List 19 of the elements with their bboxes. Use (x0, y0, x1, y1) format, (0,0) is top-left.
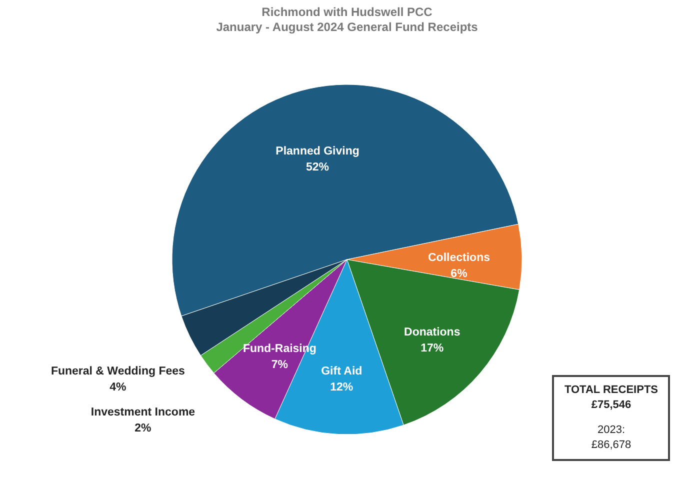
text: 2023: (596, 423, 626, 438)
text: £86,678 (590, 438, 632, 453)
slice-label: Gift Aid (321, 365, 362, 378)
data-label: 52% (306, 161, 330, 174)
data-label: 4% (110, 382, 126, 394)
slice-label: Collections (428, 252, 490, 264)
data-label: 6% (450, 268, 468, 280)
slice-label: Planned Giving (276, 145, 360, 158)
data-label: 2% (134, 422, 152, 434)
slice-label: Funeral & Wedding Fees (50, 366, 185, 378)
chart-title: Richmond with Hudswell PCC (262, 5, 433, 19)
slice-label: Investment Income (90, 406, 196, 418)
slice-label: Donations (404, 326, 460, 338)
chart-subtitle: January - August 2024 General Fund Receipts (216, 20, 478, 34)
data-label: 17% (420, 342, 444, 354)
data-label: 7% (271, 359, 288, 372)
text: TOTAL RECEIPTS (564, 383, 658, 398)
text: £75,546 (590, 398, 632, 413)
data-label: 12% (330, 381, 354, 394)
